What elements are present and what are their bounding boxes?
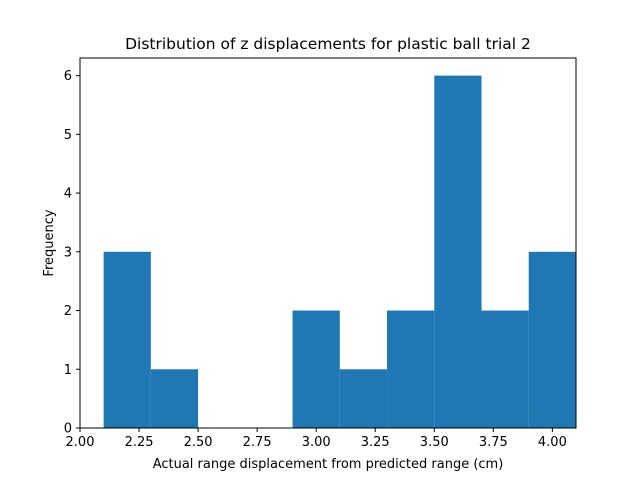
plot-frame [79, 57, 577, 429]
x-tick-label: 2.25 [125, 435, 154, 450]
y-axis-label: Frequency [42, 209, 57, 276]
y-tick-label: 1 [64, 363, 72, 378]
x-tick-label: 2.00 [66, 435, 95, 450]
x-tick-label: 3.75 [479, 435, 508, 450]
x-axis-label: Actual range displacement from predicted… [153, 457, 504, 472]
chart-title: Distribution of z displacements for plas… [125, 35, 531, 53]
x-tick-label: 3.50 [420, 435, 449, 450]
histogram-bar-4 [292, 310, 340, 428]
x-tick-label: 3.00 [302, 435, 331, 450]
histogram-bar-5 [339, 369, 388, 428]
histogram-bar-7 [434, 75, 482, 428]
x-tick-label: 4.00 [538, 435, 567, 450]
histogram-bar-0 [103, 251, 151, 428]
x-tick-label: 2.50 [184, 435, 213, 450]
y-tick-label: 5 [64, 128, 72, 143]
y-tick-label: 2 [64, 304, 72, 319]
histogram-bar-6 [387, 310, 435, 428]
x-tick-label: 2.75 [243, 435, 272, 450]
bars-group [103, 75, 576, 428]
y-tick-label: 0 [64, 422, 72, 437]
histogram-bar-8 [481, 310, 529, 428]
y-tick-label: 4 [64, 187, 72, 202]
y-tick-label: 6 [64, 69, 72, 84]
histogram-bar-9 [528, 251, 576, 428]
y-tick-label: 3 [64, 245, 72, 260]
x-tick-label: 3.25 [361, 435, 390, 450]
x-axis-ticks: 2.00 2.25 2.50 2.75 3.00 3.25 3.50 3.75 4.00 [66, 428, 567, 450]
y-axis-ticks: 0 1 2 3 4 5 6 [64, 69, 80, 437]
histogram-bar-1 [150, 369, 199, 428]
